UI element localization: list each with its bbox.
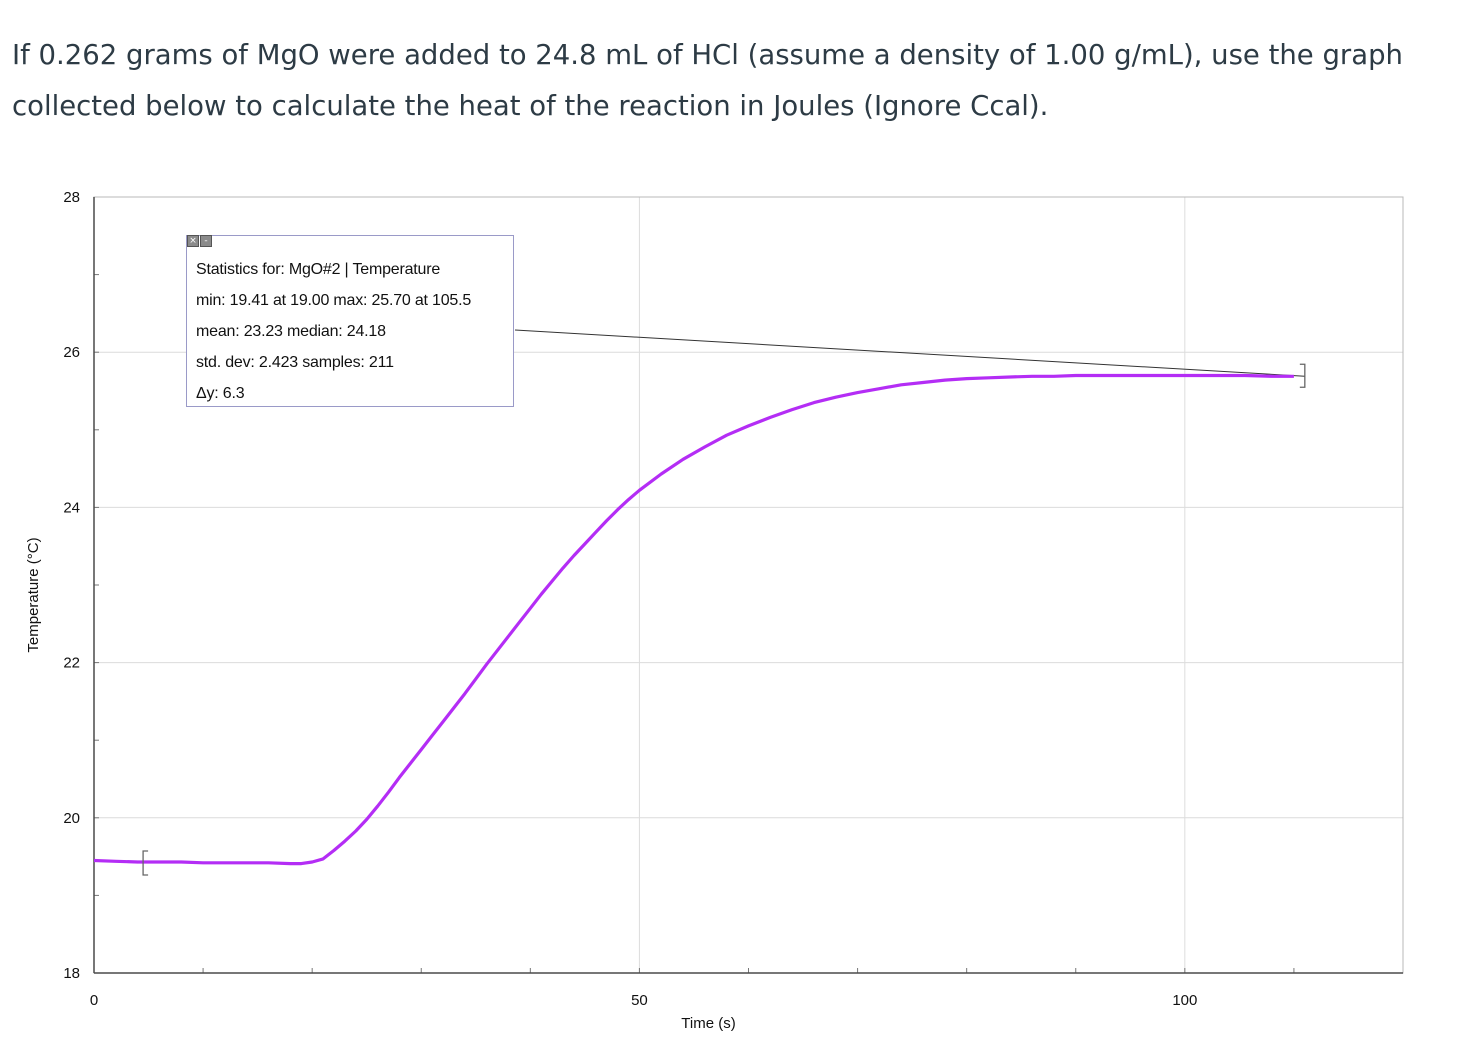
stats-minmax: min: 19.41 at 19.00 max: 25.70 at 105.5: [196, 292, 472, 309]
minimize-icon[interactable]: -: [200, 235, 212, 247]
close-icon[interactable]: ×: [187, 235, 199, 247]
stats-title: Statistics for: MgO#2 | Temperature: [196, 261, 441, 278]
graph-panel: 0 50 100 18 20 22 24 26 28 Time (s) Temperature…: [0, 170, 1460, 1050]
x-tick-labels: 0 50 100: [90, 992, 1198, 1009]
y-tick-label: 18: [63, 965, 80, 982]
statistics-box[interactable]: × - Statistics for: MgO#2 | Temperature …: [186, 235, 514, 407]
x-axis-label: Time (s): [681, 1015, 735, 1032]
y-tick-label: 26: [63, 344, 80, 361]
x-tick-label: 0: [90, 992, 98, 1009]
minor-ticks: [94, 274, 1295, 973]
stats-mean-median: mean: 23.23 median: 24.18: [196, 323, 386, 340]
stats-leader-line: [514, 329, 1305, 377]
temperature-series-line: [93, 373, 1294, 866]
question-text: If 0.262 grams of MgO were added to 24.8…: [12, 30, 1442, 132]
stats-stddev-samples: std. dev: 2.423 samples: 211: [196, 354, 394, 371]
stats-delta-y: Δy: 6.3: [196, 385, 245, 402]
y-tick-label: 24: [63, 499, 80, 516]
selection-bracket-right[interactable]: [1299, 363, 1306, 388]
y-tick-label: 22: [63, 655, 80, 672]
y-tick-label: 28: [63, 189, 80, 206]
y-tick-labels: 18 20 22 24 26 28: [63, 189, 80, 982]
y-tick-label: 20: [63, 810, 80, 827]
question-line-1: If 0.262 grams of MgO were added to 24.8…: [12, 39, 1403, 71]
x-tick-label: 100: [1172, 992, 1197, 1009]
y-axis-label: Temperature (°C): [25, 537, 42, 652]
x-tick-label: 50: [631, 992, 648, 1009]
question-line-2: collected below to calculate the heat of…: [12, 90, 1049, 122]
selection-bracket-left[interactable]: [142, 850, 149, 876]
